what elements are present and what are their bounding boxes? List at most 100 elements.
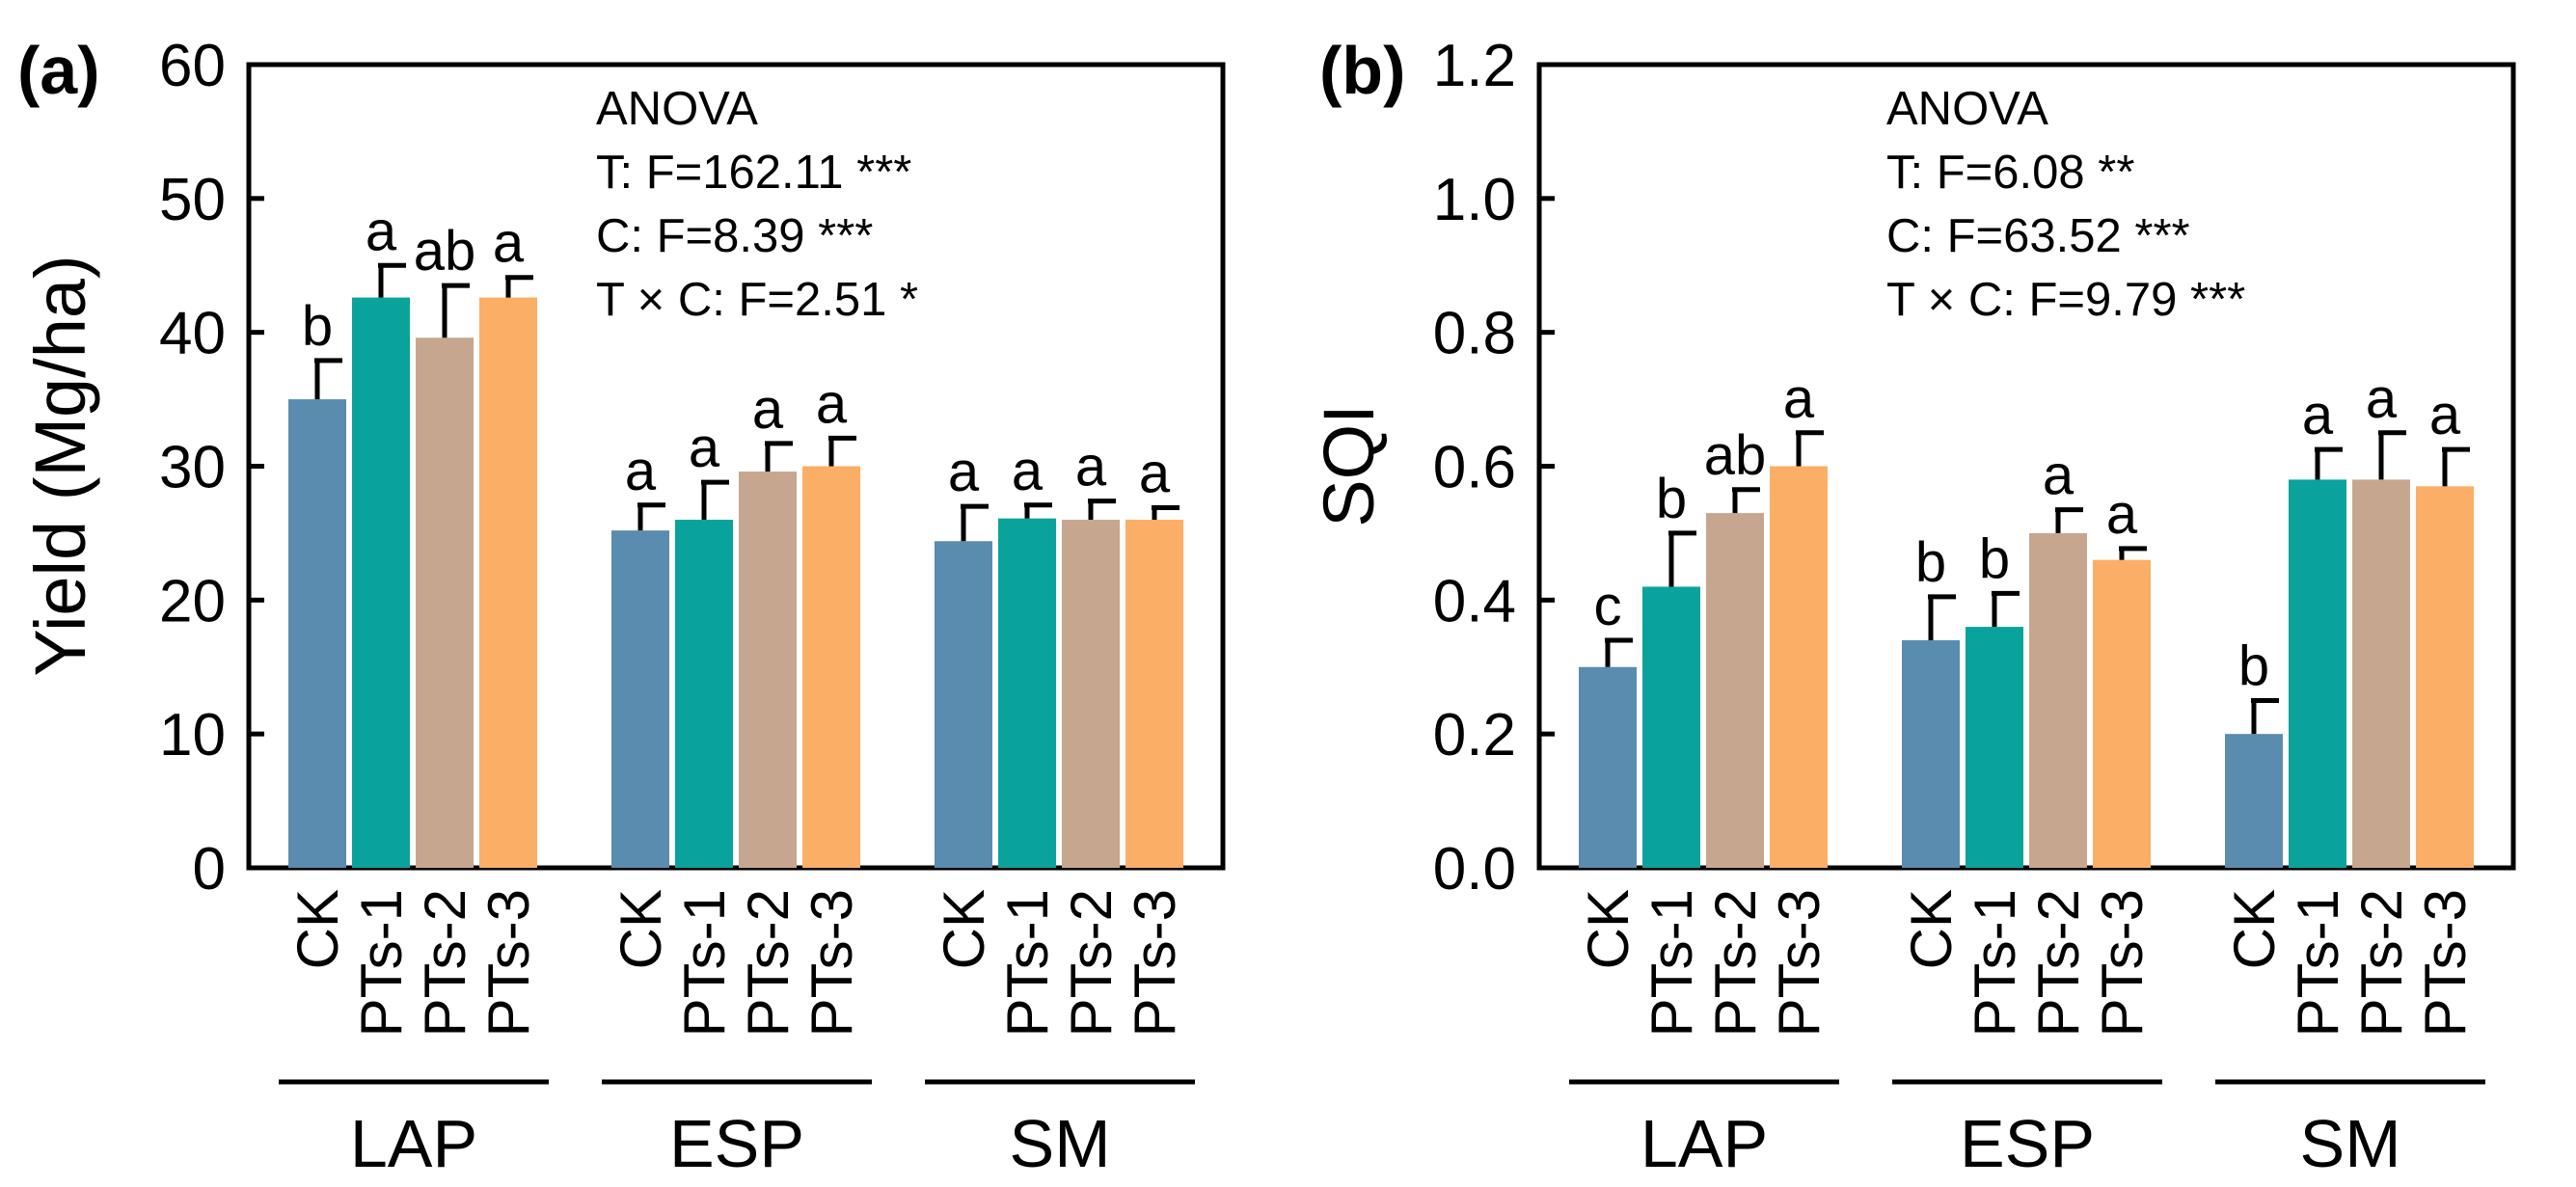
bar-esp-ck [1902,639,1960,868]
significance-letter: a [689,417,720,479]
significance-letter: a [2302,384,2334,446]
y-tick-label: 10 [159,702,226,769]
bar-esp-pts-3 [802,466,860,868]
chart-panel-1: (a) 0 10 20 30 40 50 60 Yield (Mg/ha) b CK a PTs-1 ab… [17,33,1226,1181]
y-tick-label: 1.2 [1433,33,1516,99]
bar-lap-ck [1579,666,1637,868]
significance-letter: a [1012,440,1044,502]
significance-letter: a [1075,436,1107,499]
group-label: ESP [669,1106,804,1181]
significance-letter: a [2106,483,2138,546]
x-category-label: PTs-1 [995,889,1060,1037]
anova-line: T × C: F=2.51 * [596,274,918,326]
x-category-label: PTs-3 [2413,889,2478,1037]
x-category-label: PTs-2 [413,889,477,1037]
bar-lap-pts-3 [479,297,537,868]
anova-title: ANOVA [1886,83,2048,135]
bar-lap-pts-1 [1642,586,1700,868]
significance-letter: a [2366,367,2398,430]
anova-line: T × C: F=9.79 *** [1886,274,2245,326]
x-category-label: CK [1899,889,1964,969]
x-category-label: CK [285,889,350,969]
significance-letter: c [1594,575,1622,637]
x-category-label: PTs-3 [800,889,864,1037]
y-tick-label: 60 [159,33,226,99]
significance-letter: a [366,200,397,262]
bar-lap-pts-2 [416,337,474,869]
anova-line: T: F=6.08 ** [1886,147,2134,199]
y-axis-label: SQI [1309,404,1389,526]
y-tick-label: 0.6 [1433,435,1516,501]
y-tick-label: 20 [159,568,226,634]
significance-letter: a [816,372,848,435]
bar-sm-pts-3 [1125,520,1183,868]
group-label: SM [1010,1106,1111,1181]
bar-esp-pts-2 [2029,532,2087,868]
bar-esp-pts-3 [2093,559,2151,868]
bar-sm-pts-2 [2352,479,2410,868]
x-category-label: CK [2222,889,2287,969]
significance-letter: b [2238,634,2269,697]
significance-letter: ab [414,220,476,283]
x-category-label: PTs-1 [2286,889,2350,1037]
x-category-label: PTs-1 [1640,889,1704,1037]
anova-title: ANOVA [596,83,758,135]
x-category-label: PTs-1 [1963,889,2027,1037]
bar-lap-ck [288,399,346,868]
x-category-label: PTs-2 [2026,889,2091,1037]
bar-esp-pts-1 [1966,627,2023,868]
x-category-label: PTs-3 [2090,889,2155,1037]
bar-sm-ck [2225,734,2283,868]
bar-lap-pts-3 [1770,466,1828,868]
bar-esp-ck [611,530,669,868]
anova-line: T: F=162.11 *** [596,147,911,199]
y-tick-label: 0.8 [1433,301,1516,367]
y-tick-label: 50 [159,167,226,233]
significance-letter: ab [1704,424,1767,487]
x-category-label: CK [932,889,996,969]
x-category-label: PTs-1 [672,889,737,1037]
y-tick-label: 30 [159,435,226,501]
chart-panel-2: (b)0.00.20.40.60.81.01.2SQIcCKbPTs-1abPT… [1309,33,2516,1181]
panel-label: (b) [1319,33,1405,108]
significance-letter: a [2429,384,2461,446]
x-category-label: PTs-3 [1767,889,1831,1037]
significance-letter: a [1139,443,1171,505]
bar-sm-pts-2 [1062,520,1120,868]
bar-sm-pts-1 [998,518,1056,868]
panel-label: (a) [17,33,100,108]
x-category-label: CK [609,889,673,969]
y-axis-label: Yield (Mg/ha) [20,255,100,676]
x-category-label: PTs-1 [349,889,414,1037]
x-category-label: PTs-2 [2349,889,2414,1037]
significance-letter: a [2043,445,2074,507]
significance-letter: b [302,295,333,358]
anova-line: C: F=8.39 *** [596,210,873,262]
significance-letter: b [1915,531,1946,594]
x-category-label: CK [1576,889,1641,969]
bar-esp-pts-1 [675,520,733,868]
significance-letter: a [1783,367,1815,430]
bar-lap-pts-1 [352,297,410,868]
group-label: ESP [1960,1106,2095,1181]
x-category-label: PTs-3 [476,889,541,1037]
x-category-label: PTs-2 [1703,889,1768,1037]
significance-letter: a [752,378,784,441]
y-tick-label: 0.4 [1433,568,1516,634]
y-tick-label: 0 [193,836,226,903]
x-category-label: PTs-2 [1059,889,1124,1037]
y-tick-label: 40 [159,301,226,367]
y-tick-label: 1.0 [1433,167,1516,233]
significance-letter: b [1656,468,1687,530]
significance-letter: b [1979,527,2010,590]
group-label: LAP [1641,1106,1768,1181]
x-category-label: PTs-3 [1123,889,1187,1037]
bar-sm-pts-3 [2416,486,2474,868]
significance-letter: a [948,441,980,503]
bar-sm-ck [935,541,992,868]
bar-sm-pts-1 [2289,479,2346,868]
y-tick-label: 0.2 [1433,702,1516,769]
significance-letter: a [493,212,525,275]
significance-letter: a [625,440,657,502]
